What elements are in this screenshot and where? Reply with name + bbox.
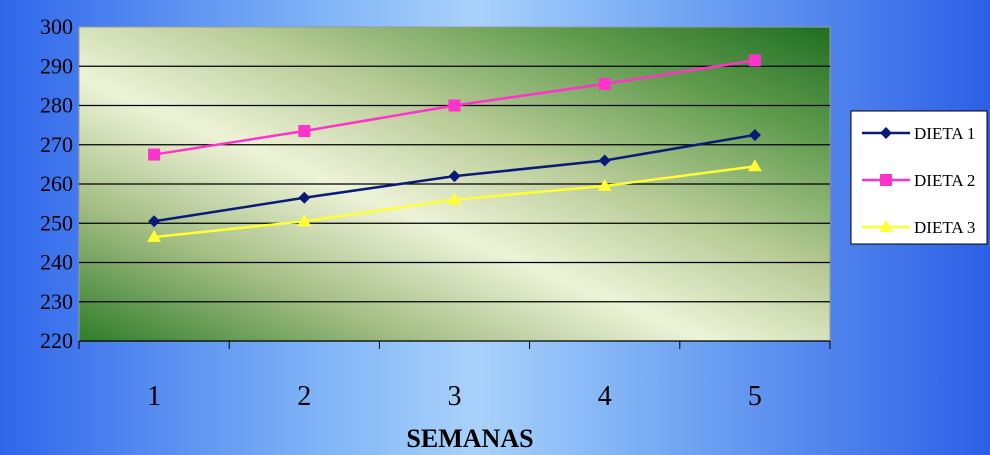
data-point xyxy=(447,192,462,205)
x-tick-label: 1 xyxy=(147,381,161,412)
x-tick-label: 3 xyxy=(448,381,462,412)
series-1 xyxy=(148,128,761,228)
y-tick-label: 300 xyxy=(40,14,73,39)
x-tick-label: 5 xyxy=(748,381,762,412)
data-point xyxy=(298,125,311,138)
legend: DIETA 1 DIETA 2 DIETA 3 xyxy=(862,124,975,237)
legend-label: DIETA 1 xyxy=(914,124,975,143)
y-tick-label: 270 xyxy=(40,132,73,157)
x-tick-label: 2 xyxy=(297,381,311,412)
data-point xyxy=(448,170,461,183)
x-axis-title: SEMANAS xyxy=(406,424,533,453)
data-point xyxy=(297,214,312,227)
data-point xyxy=(298,191,311,204)
legend-label: DIETA 2 xyxy=(914,171,975,190)
series-layer xyxy=(147,54,762,242)
legend-marker xyxy=(880,127,892,139)
data-point xyxy=(598,154,611,167)
y-tick-label: 220 xyxy=(40,328,73,353)
legend-label: DIETA 3 xyxy=(914,218,975,237)
data-point xyxy=(148,215,161,228)
data-point xyxy=(748,54,761,67)
series-3 xyxy=(147,159,762,242)
y-tick-label: 230 xyxy=(40,289,73,314)
data-point xyxy=(147,229,162,242)
data-point xyxy=(598,77,611,90)
series-2 xyxy=(148,54,761,161)
axes: 220 230 240 250 260 270 280 290 300 1 2 3 4 5 xyxy=(40,14,831,412)
y-tick-label: 240 xyxy=(40,250,73,275)
y-tick-label: 290 xyxy=(40,53,73,78)
legend-marker xyxy=(879,220,893,232)
x-tick-label: 4 xyxy=(598,381,612,412)
legend-marker xyxy=(880,174,892,186)
data-point xyxy=(148,148,161,161)
y-tick-label: 260 xyxy=(40,171,73,196)
data-point xyxy=(448,99,461,112)
data-point xyxy=(748,128,761,141)
y-tick-label: 250 xyxy=(40,210,73,235)
data-point xyxy=(597,178,612,191)
y-tick-label: 280 xyxy=(40,93,73,118)
data-point xyxy=(747,159,762,172)
